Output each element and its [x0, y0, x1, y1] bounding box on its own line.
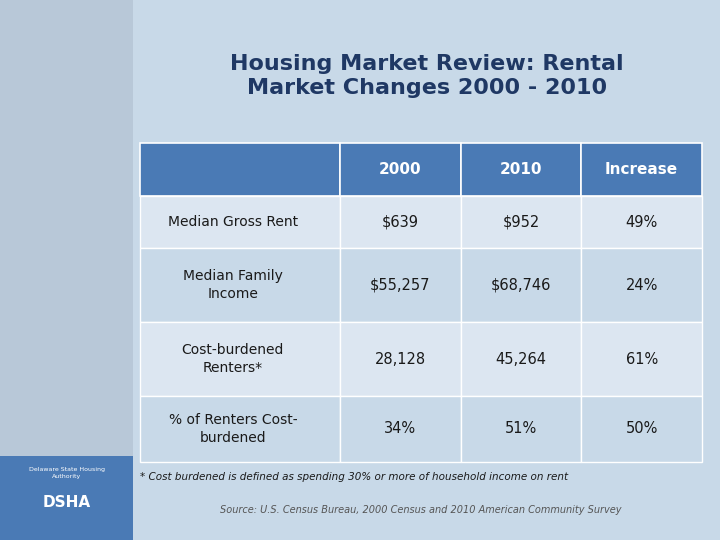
Bar — [140, 396, 340, 462]
FancyBboxPatch shape — [0, 0, 133, 456]
Text: Source: U.S. Census Bureau, 2000 Census and 2010 American Community Survey: Source: U.S. Census Bureau, 2000 Census … — [220, 505, 622, 515]
Bar — [461, 396, 581, 462]
Text: * Cost burdened is defined as spending 30% or more of household income on rent: * Cost burdened is defined as spending 3… — [140, 472, 569, 483]
Text: 34%: 34% — [384, 421, 416, 436]
Bar — [340, 248, 461, 322]
Bar — [340, 396, 461, 462]
Text: DSHA: DSHA — [42, 495, 91, 510]
Bar — [581, 396, 702, 462]
Text: $55,257: $55,257 — [370, 278, 431, 293]
Bar — [461, 322, 581, 396]
Text: Increase: Increase — [605, 162, 678, 177]
Text: 45,264: 45,264 — [495, 352, 546, 367]
Bar — [581, 248, 702, 322]
Bar — [461, 248, 581, 322]
Text: Delaware State Housing
Authority: Delaware State Housing Authority — [29, 468, 104, 478]
Bar — [581, 143, 702, 196]
Bar — [461, 196, 581, 248]
Bar — [581, 322, 702, 396]
Bar — [461, 143, 581, 196]
Text: Cost-burdened
Renters*: Cost-burdened Renters* — [181, 343, 284, 375]
Text: 61%: 61% — [626, 352, 658, 367]
Text: $639: $639 — [382, 214, 418, 230]
Bar — [340, 196, 461, 248]
Text: $68,746: $68,746 — [491, 278, 551, 293]
Bar — [581, 196, 702, 248]
Text: 51%: 51% — [505, 421, 537, 436]
Text: 50%: 50% — [626, 421, 658, 436]
Text: 28,128: 28,128 — [374, 352, 426, 367]
Text: 2010: 2010 — [500, 162, 542, 177]
Bar — [140, 143, 340, 196]
Text: 2000: 2000 — [379, 162, 421, 177]
Text: Housing Market Review: Rental
Market Changes 2000 - 2010: Housing Market Review: Rental Market Cha… — [230, 54, 624, 98]
Text: Median Family
Income: Median Family Income — [183, 269, 283, 301]
Bar — [140, 248, 340, 322]
Text: Median Gross Rent: Median Gross Rent — [168, 215, 298, 229]
Bar — [340, 143, 461, 196]
Bar — [140, 196, 340, 248]
Bar — [140, 322, 340, 396]
Text: $952: $952 — [503, 214, 539, 230]
Text: % of Renters Cost-
burdened: % of Renters Cost- burdened — [168, 413, 297, 445]
Bar — [340, 322, 461, 396]
FancyBboxPatch shape — [0, 456, 133, 540]
Text: 49%: 49% — [626, 214, 658, 230]
Text: 24%: 24% — [626, 278, 658, 293]
